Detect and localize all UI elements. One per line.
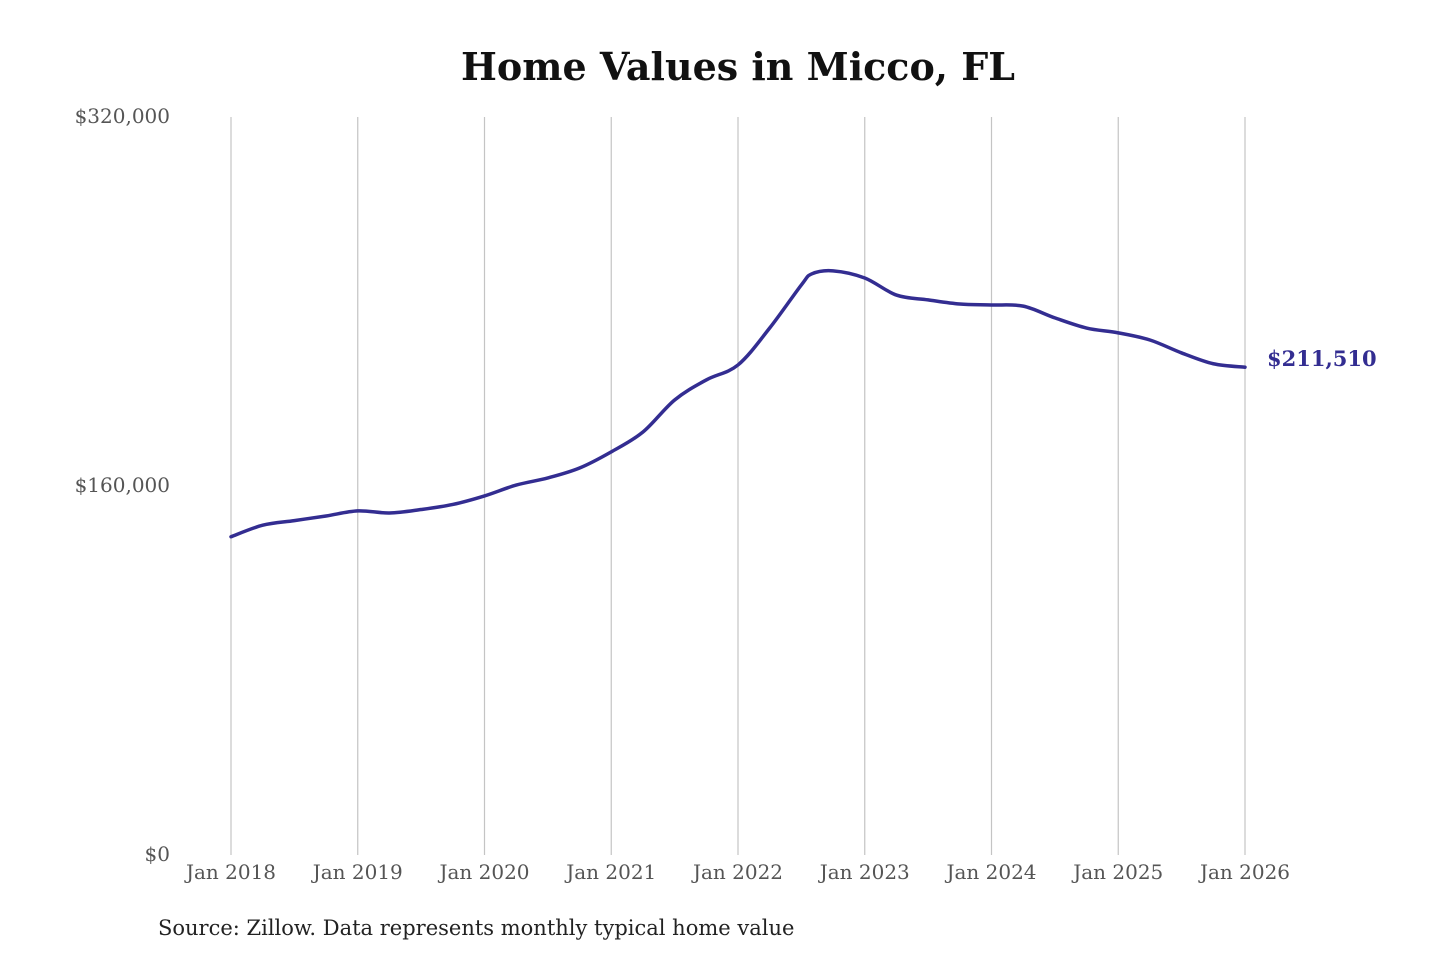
y-tick-label: $0 [145,842,170,866]
x-tick-label: Jan 2022 [691,860,783,884]
source-note: Source: Zillow. Data represents monthly … [158,916,795,940]
x-tick-label: Jan 2021 [564,860,656,884]
x-tick-label: Jan 2023 [818,860,910,884]
x-tick-label: Jan 2019 [311,860,403,884]
y-tick-label: $320,000 [75,104,170,128]
x-tick-label: Jan 2026 [1198,860,1290,884]
y-tick-label: $160,000 [75,473,170,497]
x-tick-label: Jan 2020 [437,860,529,884]
home-value-line [229,268,1247,539]
x-tick-label: Jan 2025 [1071,860,1163,884]
x-tick-label: Jan 2024 [944,860,1036,884]
end-value-label: $211,510 [1267,346,1377,371]
x-tick-label: Jan 2018 [184,860,276,884]
chart-title: Home Values in Micco, FL [461,44,1015,89]
